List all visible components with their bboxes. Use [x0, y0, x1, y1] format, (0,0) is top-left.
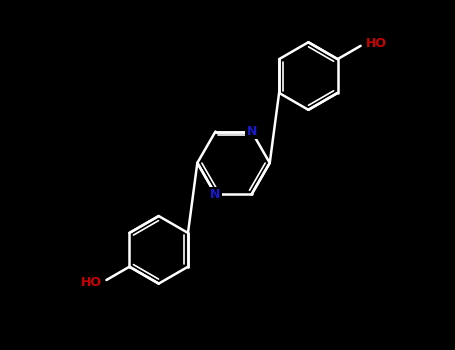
Text: HO: HO	[365, 37, 386, 50]
Text: N: N	[247, 125, 257, 138]
Text: HO: HO	[81, 276, 101, 289]
Text: N: N	[210, 188, 221, 201]
